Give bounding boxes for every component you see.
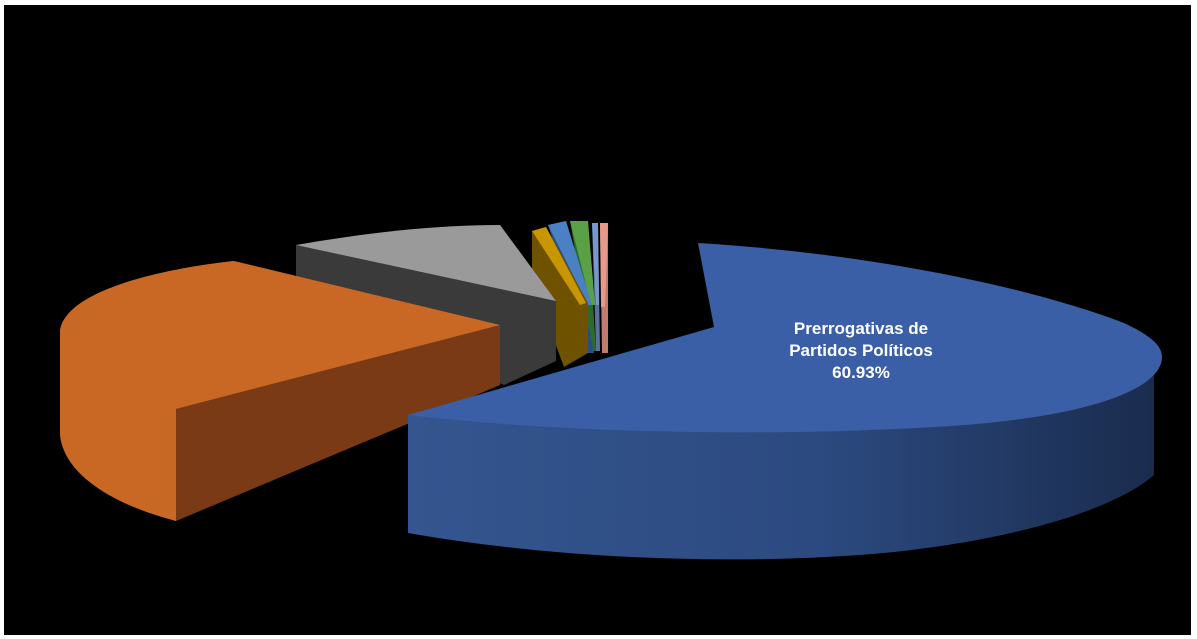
chart-area: Prerrogativas de Partidos Políticos 60.9… (4, 5, 1191, 635)
slice-label-name-line2: Partidos Políticos (789, 341, 933, 360)
pie-slice-small-6 (592, 223, 600, 351)
slice-data-label: Prerrogativas de Partidos Políticos 60.9… (746, 318, 976, 384)
slice-label-value: 60.93% (832, 363, 890, 382)
pie-slice-small-3 (532, 227, 588, 367)
pie-slice-orange (60, 261, 500, 521)
pie-slice-blue (408, 243, 1162, 560)
pie-chart (60, 221, 1162, 560)
pie-slice-small-7 (600, 223, 608, 353)
slice-label-name-line1: Prerrogativas de (793, 319, 929, 338)
